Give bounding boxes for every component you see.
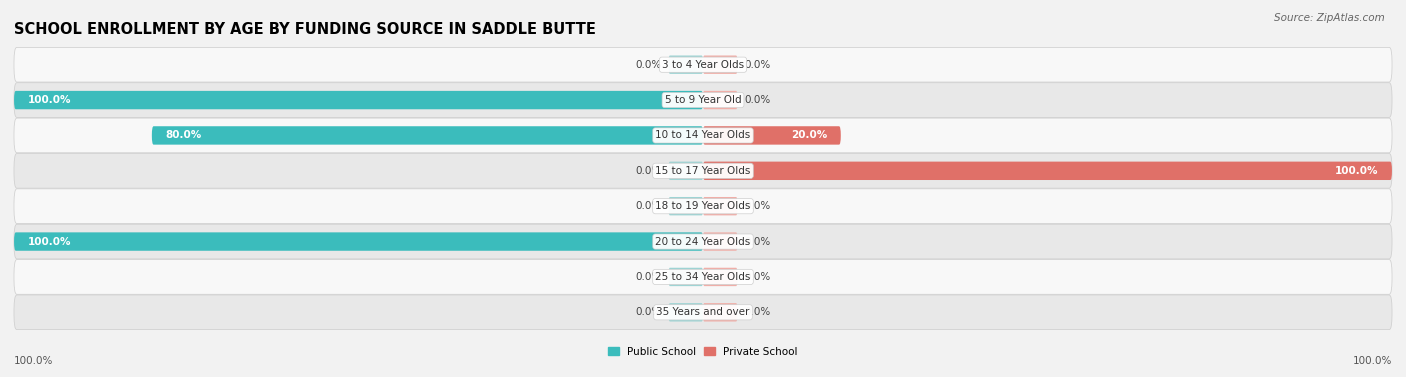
Text: 100.0%: 100.0%	[28, 236, 72, 247]
FancyBboxPatch shape	[14, 295, 1392, 329]
FancyBboxPatch shape	[703, 55, 738, 74]
FancyBboxPatch shape	[14, 189, 1392, 224]
FancyBboxPatch shape	[14, 260, 1392, 294]
Text: Source: ZipAtlas.com: Source: ZipAtlas.com	[1274, 13, 1385, 23]
Text: 0.0%: 0.0%	[636, 60, 662, 70]
Text: 0.0%: 0.0%	[744, 95, 770, 105]
Text: 10 to 14 Year Olds: 10 to 14 Year Olds	[655, 130, 751, 141]
Text: SCHOOL ENROLLMENT BY AGE BY FUNDING SOURCE IN SADDLE BUTTE: SCHOOL ENROLLMENT BY AGE BY FUNDING SOUR…	[14, 22, 596, 37]
Text: 100.0%: 100.0%	[14, 356, 53, 366]
Text: 25 to 34 Year Olds: 25 to 34 Year Olds	[655, 272, 751, 282]
Text: 100.0%: 100.0%	[1334, 166, 1378, 176]
FancyBboxPatch shape	[703, 232, 738, 251]
FancyBboxPatch shape	[14, 91, 703, 109]
FancyBboxPatch shape	[703, 91, 738, 109]
FancyBboxPatch shape	[152, 126, 703, 145]
FancyBboxPatch shape	[14, 224, 1392, 259]
Text: 0.0%: 0.0%	[744, 236, 770, 247]
Text: 80.0%: 80.0%	[166, 130, 202, 141]
Text: 0.0%: 0.0%	[636, 272, 662, 282]
FancyBboxPatch shape	[14, 83, 1392, 117]
Text: 20.0%: 20.0%	[790, 130, 827, 141]
FancyBboxPatch shape	[669, 55, 703, 74]
FancyBboxPatch shape	[14, 232, 703, 251]
FancyBboxPatch shape	[703, 162, 1392, 180]
FancyBboxPatch shape	[703, 303, 738, 322]
Text: 0.0%: 0.0%	[744, 307, 770, 317]
Text: 15 to 17 Year Olds: 15 to 17 Year Olds	[655, 166, 751, 176]
Text: 0.0%: 0.0%	[744, 272, 770, 282]
Text: 5 to 9 Year Old: 5 to 9 Year Old	[665, 95, 741, 105]
Text: 0.0%: 0.0%	[744, 60, 770, 70]
Text: 100.0%: 100.0%	[1353, 356, 1392, 366]
Text: 0.0%: 0.0%	[636, 201, 662, 211]
Legend: Public School, Private School: Public School, Private School	[605, 343, 801, 361]
Text: 3 to 4 Year Olds: 3 to 4 Year Olds	[662, 60, 744, 70]
FancyBboxPatch shape	[703, 197, 738, 215]
Text: 18 to 19 Year Olds: 18 to 19 Year Olds	[655, 201, 751, 211]
FancyBboxPatch shape	[669, 268, 703, 286]
FancyBboxPatch shape	[703, 268, 738, 286]
FancyBboxPatch shape	[669, 162, 703, 180]
FancyBboxPatch shape	[703, 126, 841, 145]
Text: 0.0%: 0.0%	[636, 307, 662, 317]
Text: 20 to 24 Year Olds: 20 to 24 Year Olds	[655, 236, 751, 247]
Text: 100.0%: 100.0%	[28, 95, 72, 105]
FancyBboxPatch shape	[669, 197, 703, 215]
FancyBboxPatch shape	[14, 118, 1392, 153]
FancyBboxPatch shape	[14, 48, 1392, 82]
Text: 35 Years and over: 35 Years and over	[657, 307, 749, 317]
Text: 0.0%: 0.0%	[636, 166, 662, 176]
FancyBboxPatch shape	[14, 153, 1392, 188]
Text: 0.0%: 0.0%	[744, 201, 770, 211]
FancyBboxPatch shape	[669, 303, 703, 322]
